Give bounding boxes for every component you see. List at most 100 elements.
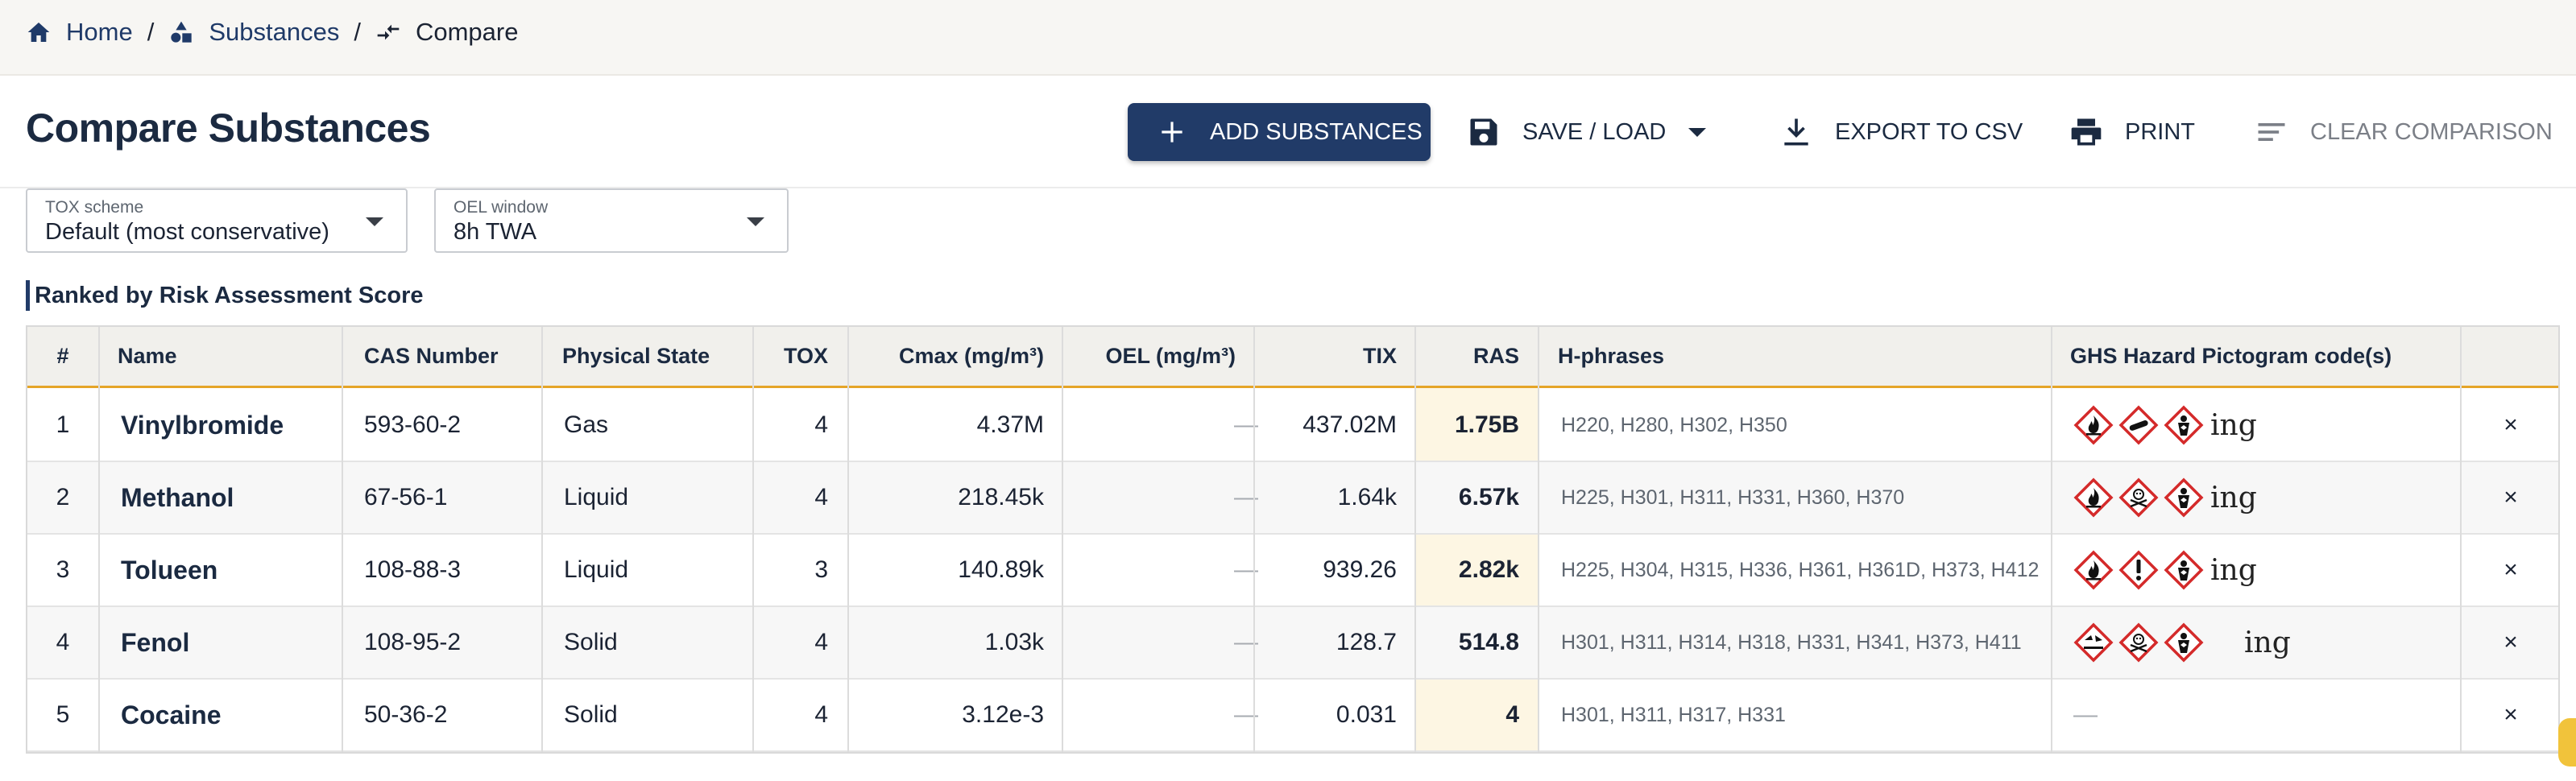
table-row[interactable]: 4 Fenol 108-95-2 Solid 4 1.03k — 128.7 514.8 H301… bbox=[27, 607, 2558, 680]
cell-h-phrases: H301, H311, H314, H318, H331, H341, H373… bbox=[1561, 630, 2022, 654]
floating-help-tab[interactable] bbox=[2558, 718, 2576, 767]
cell-ras: 514.8 bbox=[1458, 629, 1519, 655]
header-ras[interactable]: RAS bbox=[1472, 344, 1519, 368]
ghs-skull-icon bbox=[2118, 622, 2159, 663]
ghs-flame-icon bbox=[2073, 477, 2114, 518]
ghs-gas-cylinder-icon bbox=[2118, 405, 2159, 445]
breadcrumb-home[interactable]: Home bbox=[26, 18, 133, 47]
clear-comparison-button[interactable]: CLEAR COMPARISON bbox=[2254, 103, 2553, 161]
divider bbox=[0, 187, 2576, 188]
remove-row-button[interactable]: × bbox=[2504, 484, 2518, 510]
cell-oel: — bbox=[1234, 556, 1258, 583]
cell-physical-state: Liquid bbox=[564, 556, 629, 583]
cell-name[interactable]: Vinylbromide bbox=[121, 410, 284, 440]
cell-cas: 593-60-2 bbox=[364, 411, 462, 438]
ghs-health-hazard-icon bbox=[2164, 405, 2204, 445]
comparison-table: # Name CAS Number Physical State TOX Cma… bbox=[26, 325, 2560, 754]
cell-rank: 1 bbox=[56, 411, 70, 438]
oel-window-select[interactable]: OEL window 8h TWA bbox=[434, 188, 789, 253]
remove-row-button[interactable]: × bbox=[2504, 556, 2518, 583]
print-button[interactable]: PRINT bbox=[2069, 103, 2195, 161]
save-load-button[interactable]: SAVE / LOAD bbox=[1466, 103, 1707, 161]
export-csv-label: EXPORT TO CSV bbox=[1835, 118, 2023, 145]
clear-lines-icon bbox=[2258, 123, 2285, 141]
breadcrumb-home-label: Home bbox=[66, 18, 133, 46]
cell-cas: 108-88-3 bbox=[364, 556, 462, 583]
header-rank[interactable]: # bbox=[56, 344, 69, 368]
oel-window-value: 8h TWA bbox=[453, 219, 537, 245]
breadcrumb-substances-label: Substances bbox=[209, 18, 340, 46]
cell-cmax: 4.37M bbox=[976, 411, 1044, 438]
header-ghs-pictograms[interactable]: GHS Hazard Pictogram code(s) bbox=[2070, 344, 2392, 368]
home-icon bbox=[27, 23, 50, 42]
header-cmax[interactable]: Cmax (mg/m³) bbox=[898, 344, 1044, 368]
cell-tox: 4 bbox=[814, 629, 828, 655]
column-divider bbox=[1538, 327, 1539, 752]
remove-row-button[interactable]: × bbox=[2504, 411, 2518, 438]
cell-oel: — bbox=[1234, 411, 1258, 438]
cell-h-phrases: H225, H304, H315, H336, H361, H361D, H37… bbox=[1561, 558, 2040, 581]
table-row[interactable]: 1 Vinylbromide 593-60-2 Gas 4 4.37M — 437.02M 1.… bbox=[27, 390, 2558, 462]
column-divider bbox=[1414, 327, 1416, 752]
cell-cmax: 218.45k bbox=[958, 484, 1044, 510]
cell-name[interactable]: Fenol bbox=[121, 627, 190, 657]
ghs-corrosion-icon bbox=[2073, 622, 2114, 663]
cell-name[interactable]: Methanol bbox=[121, 482, 234, 512]
cell-ghs-pictograms: ing bbox=[2073, 607, 2452, 678]
breadcrumb-separator: / bbox=[147, 18, 155, 46]
cell-tox: 4 bbox=[814, 701, 828, 728]
header-h-phrases[interactable]: H-phrases bbox=[1558, 344, 1665, 368]
floppy-disk-icon bbox=[1470, 118, 1497, 146]
chevron-down-icon[interactable] bbox=[1688, 127, 1707, 137]
cell-tix: 437.02M bbox=[1302, 411, 1397, 438]
breadcrumb-substances[interactable]: Substances bbox=[168, 18, 339, 47]
tox-scheme-label: TOX scheme bbox=[45, 198, 144, 217]
cell-rank: 3 bbox=[56, 556, 70, 583]
cell-physical-state: Solid bbox=[564, 701, 618, 728]
header-name[interactable]: Name bbox=[118, 344, 177, 368]
add-substances-button[interactable]: ADD SUBSTANCES bbox=[1128, 103, 1431, 161]
column-divider bbox=[752, 327, 754, 752]
cell-cmax: 1.03k bbox=[984, 629, 1044, 655]
column-divider bbox=[541, 327, 543, 752]
cell-tix: 1.64k bbox=[1337, 484, 1397, 510]
cell-tix: 0.031 bbox=[1336, 701, 1397, 728]
cell-oel: — bbox=[1234, 484, 1258, 510]
cell-cas: 50-36-2 bbox=[364, 701, 448, 728]
cell-h-phrases: H220, H280, H302, H350 bbox=[1561, 413, 1787, 436]
cell-tox: 4 bbox=[814, 411, 828, 438]
remove-row-button[interactable]: × bbox=[2504, 629, 2518, 655]
cell-tix: 939.26 bbox=[1323, 556, 1397, 583]
header-oel[interactable]: OEL (mg/m³) bbox=[1105, 344, 1236, 368]
table-row[interactable]: 3 Tolueen 108-88-3 Liquid 3 140.89k — 939.26 2.8… bbox=[27, 535, 2558, 607]
tox-scheme-value: Default (most conservative) bbox=[45, 219, 329, 245]
cell-ghs-pictograms: — bbox=[2073, 680, 2452, 750]
breadcrumb-compare: Compare bbox=[375, 18, 518, 47]
column-divider bbox=[1253, 327, 1255, 752]
cell-physical-state: Solid bbox=[564, 629, 618, 655]
cell-physical-state: Liquid bbox=[564, 484, 629, 510]
tox-scheme-select[interactable]: TOX scheme Default (most conservative) bbox=[26, 188, 408, 253]
table-row[interactable]: 2 Methanol 67-56-1 Liquid 4 218.45k — 1.64k 6.57… bbox=[27, 462, 2558, 535]
header-tix[interactable]: TIX bbox=[1362, 344, 1397, 368]
header-cas[interactable]: CAS Number bbox=[364, 344, 499, 368]
cell-rank: 4 bbox=[56, 629, 70, 655]
table-row[interactable]: 5 Cocaine 50-36-2 Solid 4 3.12e-3 — 0.031 4 H301,… bbox=[27, 680, 2558, 752]
header-tox[interactable]: TOX bbox=[783, 344, 828, 368]
column-divider bbox=[847, 327, 849, 752]
dropdown-arrow-icon bbox=[366, 217, 383, 226]
ghs-exclamation-icon bbox=[2118, 550, 2159, 590]
header-physical-state[interactable]: Physical State bbox=[562, 344, 710, 368]
cell-physical-state: Gas bbox=[564, 411, 609, 438]
cell-name[interactable]: Tolueen bbox=[121, 555, 218, 585]
cell-h-phrases: H301, H311, H317, H331 bbox=[1561, 703, 1786, 726]
ghs-health-hazard-icon bbox=[2164, 477, 2204, 518]
breadcrumb-separator: / bbox=[354, 18, 361, 46]
export-csv-button[interactable]: EXPORT TO CSV bbox=[1779, 103, 2023, 161]
cell-h-phrases: H225, H301, H311, H331, H360, H370 bbox=[1561, 486, 1905, 509]
cell-name[interactable]: Cocaine bbox=[121, 700, 222, 729]
cell-cas: 108-95-2 bbox=[364, 629, 462, 655]
compare-arrows-icon bbox=[377, 24, 400, 40]
remove-row-button[interactable]: × bbox=[2504, 701, 2518, 728]
shapes-icon bbox=[171, 21, 192, 43]
